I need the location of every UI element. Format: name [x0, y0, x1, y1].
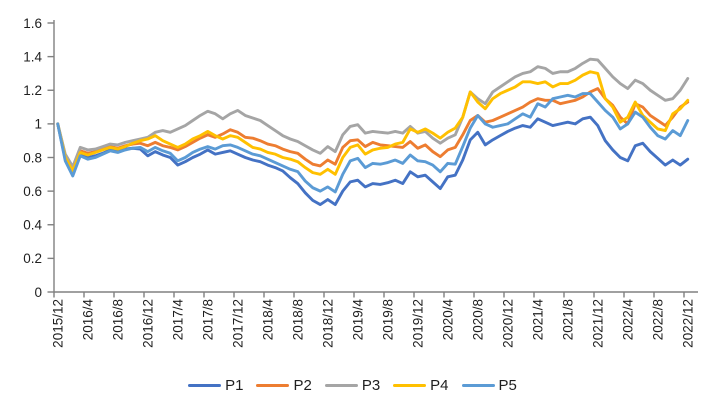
x-axis-tick-label: 2019/8 [381, 299, 396, 340]
x-axis-tick-label: 2018/12 [321, 299, 336, 348]
legend-item-p3: P3 [324, 377, 381, 394]
x-axis-tick-label: 2019/4 [351, 299, 366, 341]
series-line-p5 [56, 92, 690, 194]
series-line-p2 [56, 87, 690, 171]
legend-line-icon [188, 383, 222, 388]
x-axis-tick-label: 2022/12 [681, 299, 696, 348]
y-axis-tick-label: 1.4 [23, 49, 42, 64]
x-axis-tick-label: 2022/8 [651, 299, 666, 340]
x-axis-tick-label: 2020/12 [501, 299, 516, 348]
y-axis-tick-label: 0.2 [23, 251, 42, 266]
series-line-p1 [56, 115, 690, 207]
y-axis-tick-label: 1.2 [23, 83, 42, 98]
legend-item-p1: P1 [188, 378, 243, 393]
legend-label: P5 [498, 377, 517, 394]
legend-label: P1 [225, 377, 244, 394]
series-line-p3 [56, 57, 690, 169]
x-axis-tick-label: 2015/12 [51, 299, 66, 348]
x-axis-tick-label: 2018/8 [291, 299, 306, 340]
x-axis-tick-label: 2020/4 [441, 299, 456, 341]
legend-label: P4 [430, 377, 449, 394]
x-axis-tick-label: 2017/4 [171, 299, 186, 341]
x-axis-tick-label: 2016/8 [111, 299, 126, 340]
x-axis-tick-label: 2016/4 [81, 299, 96, 341]
y-axis-tick-label: 0 [34, 285, 42, 300]
y-axis-tick-label: 0.8 [23, 150, 42, 165]
y-axis-tick-label: 0.4 [23, 218, 42, 233]
legend-item-p5: P5 [461, 377, 517, 394]
x-axis-tick-label: 2016/12 [141, 299, 156, 348]
legend-item-p4: P4 [393, 377, 449, 394]
legend-label: P2 [293, 377, 312, 394]
y-axis-tick-label: 1.6 [23, 16, 42, 31]
legend-label: P3 [361, 377, 381, 394]
x-axis-tick-label: 2019/12 [411, 299, 426, 348]
legend-line-icon [393, 383, 427, 388]
chart-legend: P1 P2 P3 P4 P5 [0, 378, 705, 393]
plot-area: 1.6 1.4 1.2 1 0.8 0.6 0.4 0.2 0 2015/12 2016/4 2016… [23, 16, 698, 348]
legend-line-icon [324, 383, 358, 388]
legend-line-icon [461, 383, 495, 388]
x-axis-tick-label: 2020/8 [471, 299, 486, 340]
series-line-p4 [56, 70, 690, 176]
y-axis-tick-label: 0.6 [23, 184, 42, 199]
legend-item-p2: P2 [256, 377, 312, 394]
x-axis-tick-label: 2021/12 [591, 299, 606, 348]
x-axis-tick-label: 2017/12 [231, 299, 246, 348]
x-axis-tick-label: 2018/4 [261, 299, 276, 341]
x-axis-tick-label: 2021/8 [561, 299, 576, 340]
y-axis-tick-label: 1 [34, 117, 42, 132]
legend-line-icon [256, 383, 290, 388]
x-axis-tick-label: 2021/4 [531, 299, 546, 341]
x-axis-tick-label: 2017/8 [201, 299, 216, 340]
x-axis-tick-label: 2022/4 [621, 299, 636, 341]
